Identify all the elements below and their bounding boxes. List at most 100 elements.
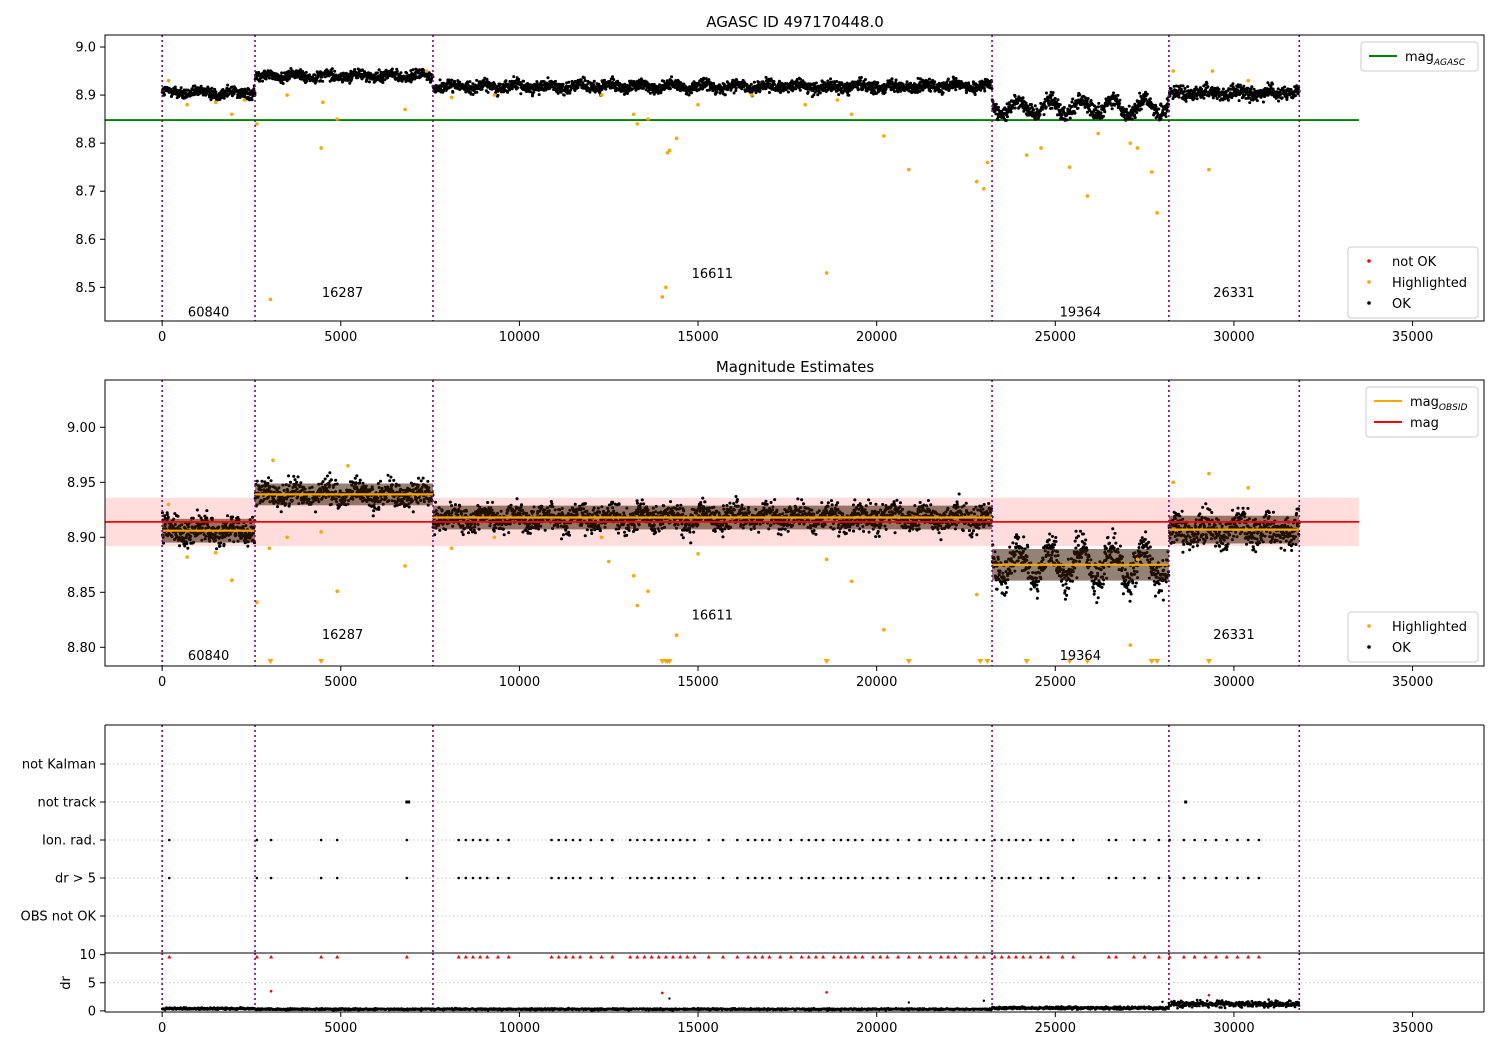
dr-clipped-marker bbox=[556, 954, 561, 959]
dr-gt-5-point bbox=[1107, 876, 1111, 880]
top-legend-lower-entry-label: OK bbox=[1392, 297, 1411, 312]
ion-rad-point bbox=[464, 838, 468, 842]
highlighted-point bbox=[835, 98, 840, 102]
ion-rad-point bbox=[1257, 838, 1261, 842]
dr-gt-5-point bbox=[269, 876, 273, 880]
highlighted-point bbox=[449, 546, 454, 551]
ion-rad-point bbox=[405, 838, 409, 842]
dr-gt-5-point bbox=[1204, 876, 1207, 880]
highlighted-point bbox=[166, 502, 171, 507]
top-legend-lower-entry-label: Highlighted bbox=[1392, 276, 1467, 291]
highlighted-point bbox=[319, 530, 323, 534]
ion-rad-point bbox=[907, 838, 911, 842]
highlighted-point bbox=[403, 564, 407, 568]
dr-gt-5-point bbox=[664, 876, 668, 880]
dr-points bbox=[1167, 998, 1301, 1010]
clipped-low-marker bbox=[1148, 659, 1155, 664]
ion-rad-point bbox=[982, 838, 986, 842]
highlighted-point bbox=[1128, 643, 1133, 647]
ion-rad-point bbox=[457, 838, 460, 842]
dr-xtick-label: 0 bbox=[158, 1021, 166, 1036]
highlighted-point bbox=[267, 546, 272, 551]
dr-clipped-marker bbox=[1167, 954, 1172, 959]
highlighted-point bbox=[319, 146, 323, 150]
flag-category-label: Ion. rad. bbox=[42, 834, 96, 849]
dr-clipped-marker bbox=[599, 954, 604, 959]
dr-gt-5-point bbox=[800, 876, 803, 880]
top-xtick-label: 25000 bbox=[1035, 330, 1076, 345]
ion-rad-point bbox=[871, 838, 875, 842]
ion-rad-point bbox=[839, 838, 843, 842]
dr-gt-5-point bbox=[975, 876, 978, 880]
ion-rad-point bbox=[1039, 838, 1043, 842]
dr-clipped-marker bbox=[1060, 954, 1065, 959]
highlighted-point bbox=[646, 589, 650, 593]
dr-clipped-marker bbox=[319, 954, 324, 959]
obsid-label: 16287 bbox=[322, 286, 363, 301]
dr-gt-5-point bbox=[1143, 876, 1146, 880]
ion-rad-point bbox=[636, 838, 639, 842]
dr-gt-5-point bbox=[768, 876, 771, 880]
dr-clipped-marker bbox=[821, 954, 826, 959]
dr-gt-5-point bbox=[636, 876, 639, 880]
top-legend-lower-dot-swatch bbox=[1367, 259, 1371, 263]
dr-gt-5-point bbox=[814, 876, 818, 880]
highlighted-point bbox=[907, 167, 911, 172]
dr-clipped-marker bbox=[485, 954, 490, 959]
highlighted-point bbox=[606, 559, 611, 564]
highlighted-point bbox=[1171, 480, 1175, 485]
highlighted-point bbox=[285, 93, 289, 97]
dr-clipped-marker bbox=[917, 954, 922, 959]
mid-ytick-label: 8.80 bbox=[67, 641, 96, 656]
highlighted-point bbox=[213, 100, 218, 105]
dr-gt-5-point bbox=[1236, 876, 1239, 880]
ion-rad-point bbox=[878, 838, 882, 842]
dr-gt-5-point bbox=[335, 876, 339, 880]
middle-legend-lower-entry-label: OK bbox=[1392, 641, 1411, 656]
dr-clipped-marker bbox=[735, 954, 740, 959]
dr-xtick-label: 20000 bbox=[856, 1021, 897, 1036]
ion-rad-point bbox=[1168, 838, 1171, 842]
ion-rad-point bbox=[269, 838, 273, 842]
ion-rad-point bbox=[478, 838, 482, 842]
highlighted-point bbox=[492, 535, 497, 540]
ion-rad-point bbox=[507, 838, 510, 842]
ion-rad-point bbox=[571, 838, 575, 842]
highlighted-point bbox=[803, 102, 808, 107]
dr-gt-5-point bbox=[946, 876, 950, 880]
dr-gt-5-point bbox=[896, 876, 900, 880]
flag-category-label: not track bbox=[37, 796, 96, 811]
top-panel: 60840 16287 16611 19364 26331 0 5000 10000 15000… bbox=[75, 34, 1485, 345]
highlighted-point bbox=[335, 117, 340, 121]
ion-rad-point bbox=[485, 838, 489, 842]
dr-clipped-marker bbox=[1071, 954, 1076, 959]
dr-gt-5-point bbox=[1214, 876, 1218, 880]
dr-point bbox=[1161, 1000, 1164, 1004]
top-ytick-label: 8.6 bbox=[75, 233, 96, 248]
dr-clipped-marker bbox=[1114, 954, 1119, 959]
highlighted-point bbox=[1210, 69, 1215, 73]
dr-gt-5-point bbox=[686, 876, 689, 880]
mid-xtick-label: 5000 bbox=[324, 675, 357, 690]
top-ytick-label: 8.8 bbox=[75, 137, 96, 152]
highlighted-point bbox=[230, 578, 234, 582]
middle-legend-lower-dot-swatch bbox=[1367, 645, 1371, 649]
dr-gt-5-point bbox=[693, 876, 696, 880]
obsid-label: 26331 bbox=[1213, 628, 1254, 643]
obsid-label: 16611 bbox=[692, 608, 733, 623]
top-legend-lower-dot-swatch bbox=[1367, 280, 1371, 284]
obsid-label: 26331 bbox=[1213, 286, 1254, 301]
clipped-low-marker bbox=[1154, 659, 1161, 664]
highlighted-point bbox=[230, 112, 234, 117]
highlighted-point bbox=[635, 603, 640, 608]
ion-rad-point bbox=[1114, 838, 1118, 842]
highlighted-point bbox=[849, 579, 854, 584]
dr-clipped-marker bbox=[1203, 954, 1208, 959]
ion-rad-point bbox=[678, 838, 682, 842]
dr-clipped-marker bbox=[642, 954, 647, 959]
dr-clipped-marker bbox=[946, 954, 951, 959]
ion-rad-point bbox=[853, 838, 857, 842]
ion-rad-point bbox=[1061, 838, 1064, 842]
dr-clipped-marker bbox=[767, 954, 772, 959]
highlighted-point bbox=[824, 557, 829, 562]
